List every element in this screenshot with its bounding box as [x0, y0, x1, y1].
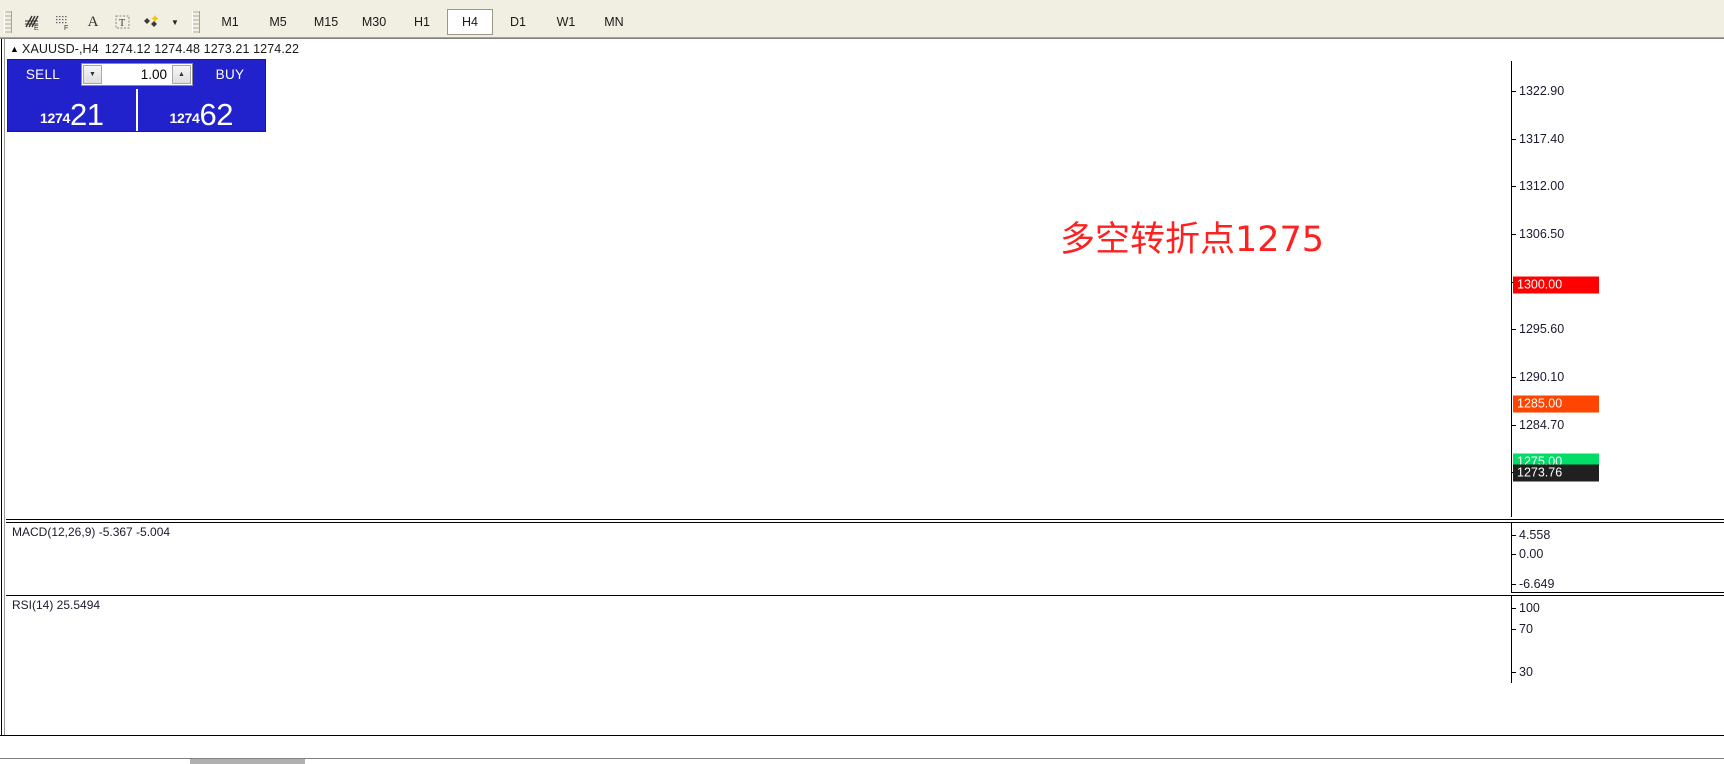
- price-tick-mark: [1512, 139, 1516, 140]
- svg-text:E: E: [34, 25, 39, 32]
- macd-scale-tick-mark: [1512, 584, 1516, 585]
- price-tick-label: 1284.70: [1519, 418, 1565, 432]
- price-level-tag[interactable]: 1273.76: [1513, 464, 1599, 482]
- sell-button[interactable]: SELL: [8, 60, 79, 89]
- price-tick-mark: [1512, 329, 1516, 330]
- scrollbar-thumb[interactable]: [190, 758, 305, 764]
- text-label-icon[interactable]: A: [87, 13, 99, 30]
- chart-left-rail: [0, 39, 6, 735]
- price-tick-label: 1322.90: [1519, 84, 1565, 98]
- timeframe-button-h1[interactable]: H1: [414, 15, 430, 29]
- rsi-label: RSI(14) 25.5494: [12, 598, 101, 612]
- price-tick-mark: [1512, 377, 1516, 378]
- volume-stepper[interactable]: ▼ 1.00 ▲: [81, 63, 193, 86]
- rsi-scale-tick-mark: [1512, 672, 1516, 673]
- crosshair-grid-icon[interactable]: F: [49, 9, 77, 35]
- volume-increase-icon[interactable]: ▲: [172, 65, 191, 84]
- buy-price-prefix: 1274: [169, 110, 200, 126]
- rsi-scale-tick-label: 100: [1519, 601, 1540, 615]
- price-tick-label: 1295.60: [1519, 322, 1565, 336]
- timeframe-button-m1[interactable]: M1: [221, 15, 239, 29]
- horizontal-scrollbar[interactable]: [0, 758, 1724, 764]
- macd-scale-tick-label: -6.649: [1519, 577, 1555, 591]
- upper-icon-2[interactable]: [60, 0, 78, 6]
- rsi-scale-axis: 100 70 30: [1511, 595, 1724, 683]
- rsi-scale-tick-label: 30: [1519, 665, 1533, 679]
- sell-price-prefix: 1274: [40, 110, 70, 126]
- macd-svg: [6, 523, 1511, 593]
- timeframe-button-h4[interactable]: H4: [447, 9, 493, 35]
- macd-scale-tick-label: 4.558: [1519, 528, 1551, 542]
- chart-toolbar: E F A T: [0, 7, 1724, 38]
- collapse-triangle-icon[interactable]: ▲: [10, 44, 20, 54]
- timeframe-button-d1[interactable]: D1: [510, 15, 526, 29]
- buy-price-cell[interactable]: 1274 62: [138, 89, 266, 131]
- toolbar-grip-1[interactable]: [4, 11, 12, 33]
- timeframe-button-mn[interactable]: MN: [604, 15, 624, 29]
- one-click-trading-panel[interactable]: SELL ▼ 1.00 ▲ BUY 1274 21 1274 62: [7, 59, 266, 132]
- chart-ohlc-values: 1274.12 1274.48 1273.21 1274.22: [104, 42, 299, 56]
- upper-icon-3[interactable]: [120, 0, 138, 6]
- buy-button[interactable]: BUY: [215, 67, 245, 82]
- price-tick-mark: [1512, 425, 1516, 426]
- sell-price-cell[interactable]: 1274 21: [8, 89, 138, 131]
- macd-scale-tick-mark: [1512, 554, 1516, 555]
- trade-panel-top-row: SELL ▼ 1.00 ▲ BUY: [8, 60, 265, 89]
- svg-text:T: T: [119, 18, 125, 29]
- timeframe-button-w1[interactable]: W1: [556, 15, 576, 29]
- timeframe-button-m5[interactable]: M5: [269, 15, 287, 29]
- toolbar-grip-2[interactable]: [192, 11, 200, 33]
- text-box-icon[interactable]: T: [109, 9, 137, 35]
- rsi-svg: [6, 596, 1511, 684]
- timeframe-button-m30[interactable]: M30: [361, 15, 387, 29]
- chart-symbol-header: ▲ XAUUSD-,H4 1274.12 1274.48 1273.21 1274.…: [10, 42, 299, 56]
- trade-panel-price-row: 1274 21 1274 62: [8, 89, 265, 131]
- price-tick-mark: [1512, 91, 1516, 92]
- panel-separator-main-macd: [6, 519, 1724, 520]
- volume-input[interactable]: 1.00: [140, 67, 167, 82]
- price-level-tag[interactable]: 1300.00: [1513, 276, 1599, 294]
- rsi-scale-tick-mark: [1512, 629, 1516, 630]
- rsi-scale-tick-label: 70: [1519, 622, 1533, 636]
- scrollbar-track-left: [0, 758, 190, 764]
- chart-symbol-label: XAUUSD-,H4: [22, 42, 99, 56]
- scrollbar-track-right: [305, 758, 1724, 764]
- price-scale-axis[interactable]: 1322.901317.401312.001306.501301.001295.…: [1511, 61, 1724, 517]
- objects-shapes-icon[interactable]: [139, 9, 167, 35]
- price-tick-label: 1312.00: [1519, 179, 1565, 193]
- volume-decrease-icon[interactable]: ▼: [83, 65, 102, 84]
- rsi-scale-tick-mark: [1512, 608, 1516, 609]
- macd-scale-axis: 4.558 0.00 -6.649: [1511, 522, 1724, 592]
- chart-window: ▲ XAUUSD-,H4 1274.12 1274.48 1273.21 1274.…: [0, 38, 1724, 735]
- macd-scale-tick-mark: [1512, 535, 1516, 536]
- objects-dropdown-caret-icon[interactable]: ▼: [171, 17, 179, 27]
- price-tick-label: 1306.50: [1519, 227, 1565, 241]
- price-level-tag[interactable]: 1285.00: [1513, 395, 1599, 413]
- svg-text:F: F: [64, 25, 68, 32]
- sell-price-pips: 21: [69, 97, 104, 132]
- price-tick-label: 1317.40: [1519, 132, 1565, 146]
- macd-label: MACD(12,26,9) -5.367 -5.004: [12, 525, 171, 539]
- rsi-indicator-plot[interactable]: RSI(14) 25.5494: [6, 595, 1511, 684]
- macd-indicator-plot[interactable]: MACD(12,26,9) -5.367 -5.004: [6, 522, 1511, 593]
- timeframe-button-group: M1 M5 M15 M30 H1 H4 D1 W1 MN: [206, 9, 638, 35]
- price-tick-mark: [1512, 234, 1516, 235]
- chart-annotation-text[interactable]: 多空转折点1275: [1060, 220, 1325, 260]
- price-tick-mark: [1512, 186, 1516, 187]
- buy-price-pips: 62: [199, 97, 233, 132]
- macd-scale-tick-label: 0.00: [1519, 547, 1544, 561]
- price-tick-label: 1290.10: [1519, 370, 1565, 384]
- indicators-icon[interactable]: E: [19, 9, 47, 35]
- price-chart-plot[interactable]: [6, 61, 1511, 517]
- timeframe-button-m15[interactable]: M15: [313, 15, 339, 29]
- upper-icon-1[interactable]: [4, 0, 22, 6]
